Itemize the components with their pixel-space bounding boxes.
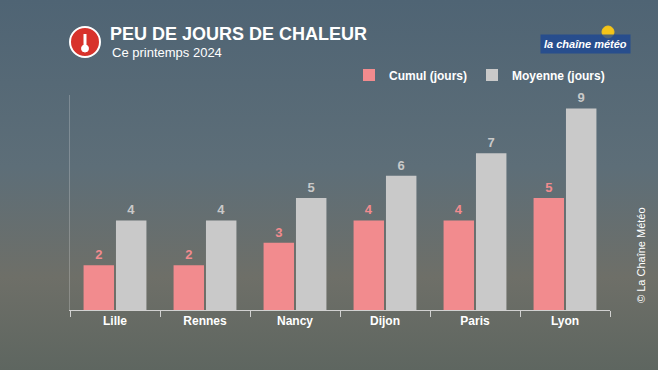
svg-text:4: 4 [365, 202, 373, 217]
svg-text:4: 4 [217, 202, 225, 217]
svg-text:2: 2 [95, 247, 102, 262]
svg-text:© La Chaîne Météo: © La Chaîne Météo [635, 207, 647, 303]
svg-text:Paris: Paris [460, 314, 490, 328]
svg-text:Cumul (jours): Cumul (jours) [389, 69, 467, 83]
svg-text:4: 4 [127, 202, 135, 217]
svg-text:Lille: Lille [103, 314, 127, 328]
svg-text:Moyenne (jours): Moyenne (jours) [512, 69, 605, 83]
svg-text:la chaîne météo: la chaîne météo [544, 38, 627, 50]
svg-text:6: 6 [398, 158, 405, 173]
svg-text:5: 5 [308, 180, 315, 195]
svg-text:Ce printemps 2024: Ce printemps 2024 [112, 45, 222, 60]
svg-text:Dijon: Dijon [370, 314, 400, 328]
svg-text:7: 7 [488, 135, 495, 150]
svg-text:PEU DE JOURS DE CHALEUR: PEU DE JOURS DE CHALEUR [110, 24, 367, 44]
svg-text:Rennes: Rennes [183, 314, 227, 328]
svg-text:3: 3 [275, 225, 282, 240]
svg-text:9: 9 [578, 90, 585, 105]
svg-text:Nancy: Nancy [277, 314, 313, 328]
svg-text:Lyon: Lyon [551, 314, 579, 328]
svg-text:4: 4 [455, 202, 463, 217]
svg-text:2: 2 [185, 247, 192, 262]
svg-text:5: 5 [545, 180, 552, 195]
